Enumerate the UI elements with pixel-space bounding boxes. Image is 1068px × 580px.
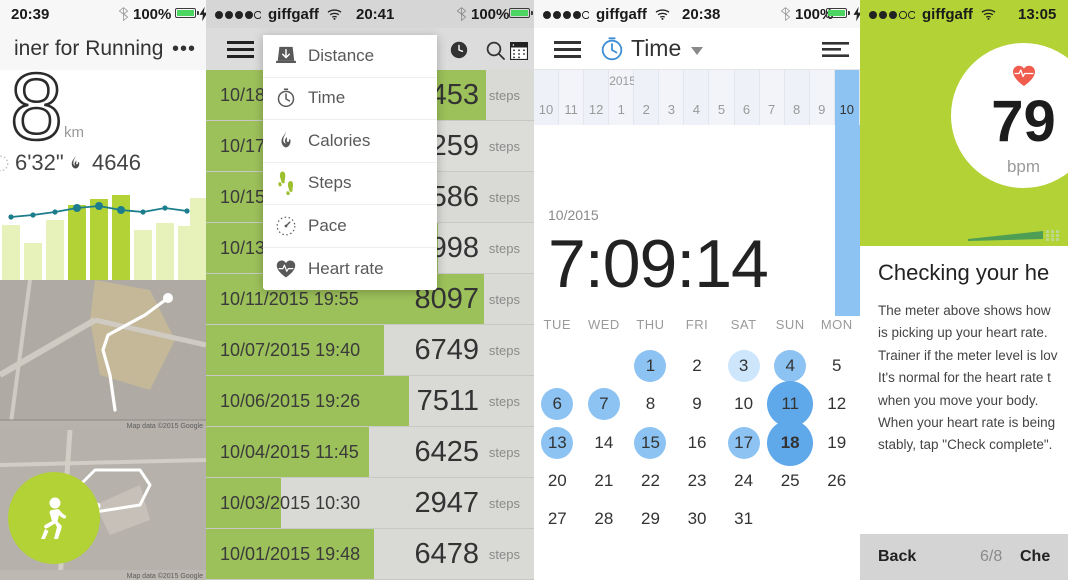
svg-text:Map data ©2015 Google: Map data ©2015 Google — [127, 572, 203, 580]
svg-text:Map data ©2015 Google: Map data ©2015 Google — [127, 422, 203, 430]
